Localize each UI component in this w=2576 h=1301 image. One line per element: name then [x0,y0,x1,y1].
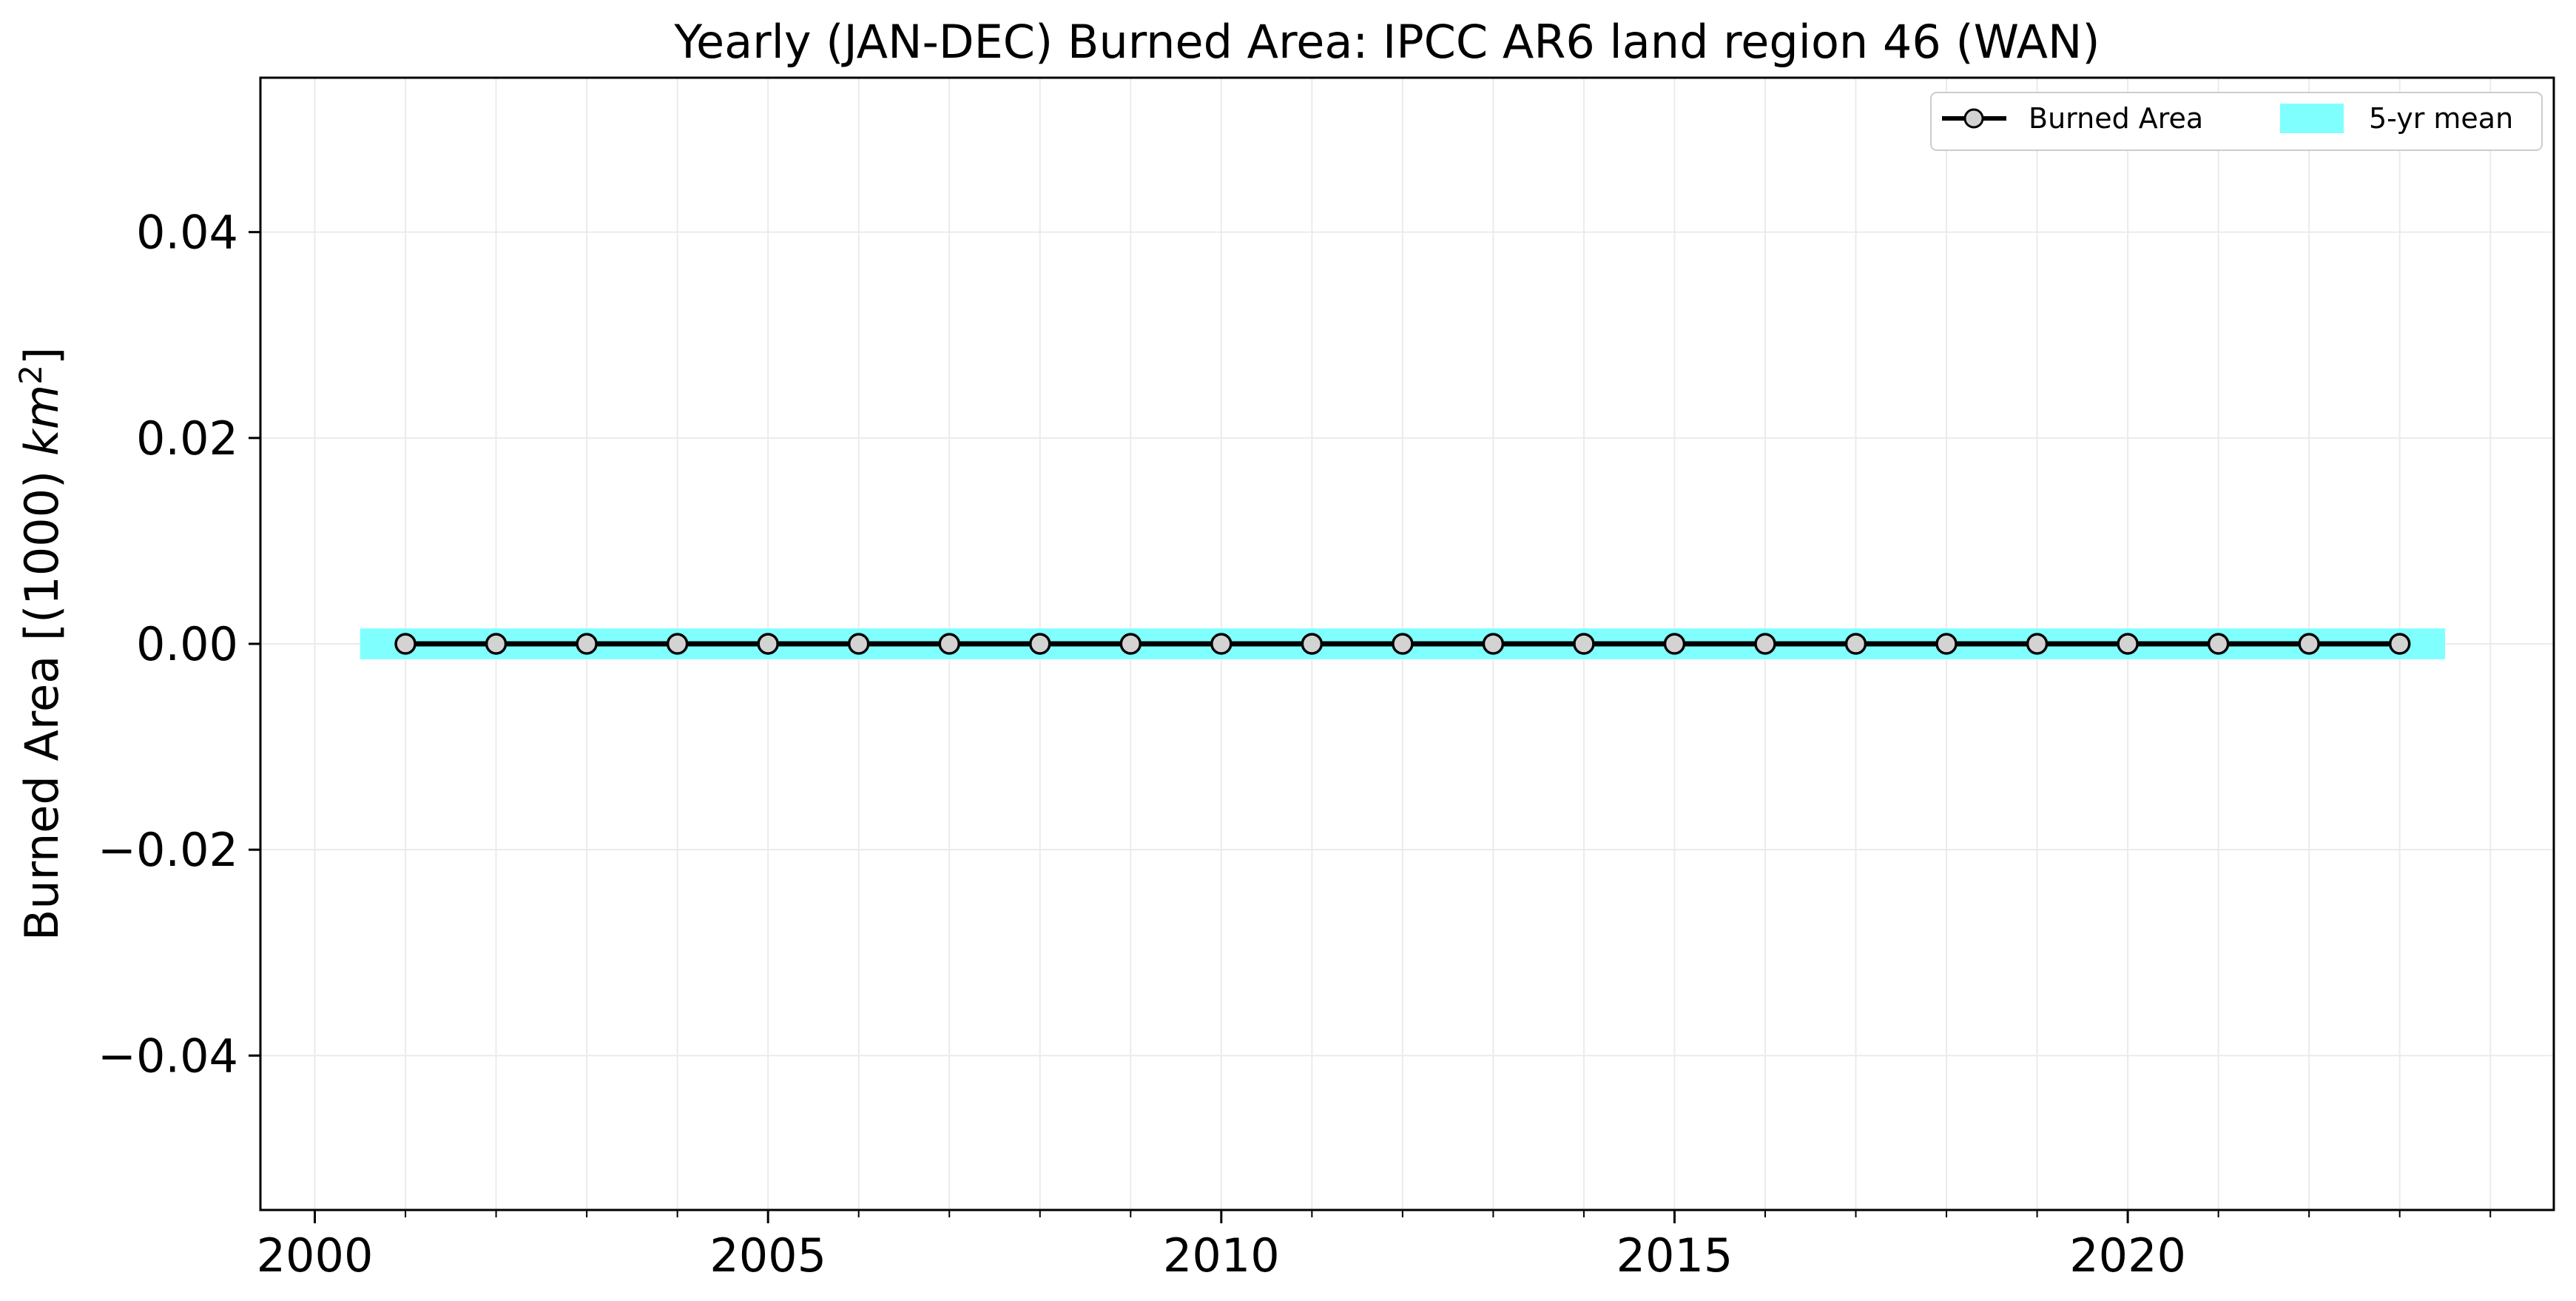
chart-title: Yearly (JAN-DEC) Burned Area: IPCC AR6 l… [673,15,2100,69]
data-point [576,633,598,655]
legend-label-5yr-mean: 5-yr mean [2369,102,2513,135]
data-point [938,633,960,655]
data-point [1392,633,1414,655]
legend-marker-swatch [1963,108,1984,129]
x-tick-label: 2000 [257,1228,374,1282]
y-axis-label-main: Burned Area [(1000) [15,456,69,941]
data-point [1029,633,1051,655]
data-point [2207,633,2230,655]
plot-frame [259,76,2555,1211]
y-tick-label: 0.00 [136,617,238,671]
data-point [1210,633,1233,655]
legend: Burned Area 5-yr mean [1930,92,2543,151]
data-point [757,633,779,655]
legend-label-burned-area: Burned Area [2029,102,2203,135]
data-point [1119,633,1142,655]
data-point [2298,633,2320,655]
x-tick-label: 2005 [709,1228,826,1282]
y-tick-label: 0.04 [136,206,238,260]
y-axis: −0.04 −0.02 0.00 0.02 0.04 [98,206,260,1083]
data-point [1935,633,1958,655]
x-tick-label: 2010 [1163,1228,1280,1282]
data-point [2117,633,2139,655]
data-point [1754,633,1776,655]
data-point [1573,633,1595,655]
y-axis-label-unit: km [15,385,69,456]
data-point [666,633,689,655]
x-tick-label: 2020 [2069,1228,2186,1282]
x-tick-label: 2015 [1616,1228,1733,1282]
data-point [1663,633,1686,655]
y-axis-label-exp: 2 [13,365,49,385]
series-layer [394,633,2411,655]
data-point [1301,633,1324,655]
data-point [1482,633,1505,655]
data-point [847,633,870,655]
y-axis-label: Burned Area [(1000) km2] [13,347,69,941]
y-tick-label: −0.04 [98,1029,238,1083]
y-tick-label: −0.02 [98,823,238,877]
data-point [485,633,508,655]
data-point [2026,633,2049,655]
data-point [2388,633,2411,655]
y-tick-label: 0.02 [136,411,238,465]
data-point [394,633,417,655]
data-point [1844,633,1867,655]
legend-box [1930,92,2543,151]
x-axis: 2000 2005 2010 2015 2020 [257,1210,2492,1282]
y-axis-label-end: ] [15,347,69,365]
legend-band-swatch [2280,104,2344,133]
